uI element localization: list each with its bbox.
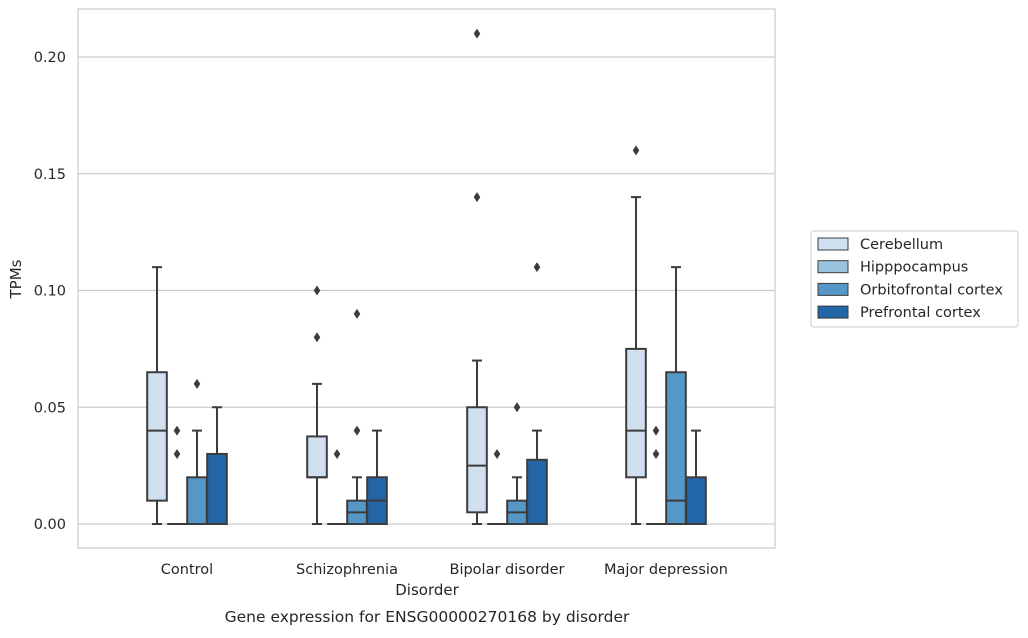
- outlier-point: [652, 425, 660, 436]
- box-group: [206, 406, 228, 526]
- legend-frame: [810, 230, 1019, 328]
- outlier-point: [313, 285, 321, 296]
- box-layer: [146, 28, 707, 526]
- x-tick-label: Major depression: [604, 562, 728, 578]
- box-group: [487, 448, 507, 525]
- outlier-point: [493, 448, 501, 459]
- legend-label: Prefrontal cortex: [860, 305, 981, 321]
- y-tick-label: 0.05: [34, 400, 66, 416]
- box-group: [665, 266, 687, 525]
- box: [685, 476, 707, 525]
- y-tick-label: 0.10: [34, 284, 66, 300]
- outlier-point: [353, 425, 361, 436]
- outlier-point: [533, 262, 541, 273]
- box-group: [685, 429, 707, 525]
- box-group: [306, 285, 328, 525]
- box-group: [366, 429, 388, 525]
- box-group: [466, 28, 488, 525]
- outlier-point: [313, 332, 321, 343]
- y-tick-label: 0.15: [34, 167, 66, 183]
- y-tick-labels: 0.00 0.05 0.10 0.15 0.20: [34, 50, 66, 533]
- box-group: [646, 425, 666, 525]
- box: [206, 452, 228, 526]
- box-group: [526, 262, 548, 526]
- box: [625, 347, 647, 479]
- outlier-point: [333, 448, 341, 459]
- legend-label: Orbitofrontal cortex: [860, 282, 1003, 298]
- box: [186, 476, 208, 525]
- outlier-point: [173, 425, 181, 436]
- outlier-point: [473, 192, 481, 203]
- outlier-point: [513, 402, 521, 413]
- outlier-point: [173, 448, 181, 459]
- y-tick-label: 0.00: [34, 517, 66, 533]
- y-tick-label: 0.20: [34, 50, 66, 66]
- box-group: [506, 402, 528, 525]
- box-group: [346, 308, 368, 525]
- legend-label: Hipppocampus: [860, 260, 968, 276]
- outlier-point: [353, 308, 361, 319]
- legend: Cerebellum Hipppocampus Orbitofrontal cort…: [810, 230, 1019, 328]
- legend-swatch: [817, 282, 849, 296]
- box: [526, 458, 548, 526]
- x-tick-label: Schizophrenia: [296, 562, 398, 578]
- legend-swatch: [817, 260, 849, 274]
- box-group: [146, 266, 168, 525]
- y-axis-label: TPMs: [7, 259, 25, 299]
- legend-label: Cerebellum: [860, 237, 943, 253]
- legend-swatch: [817, 237, 849, 251]
- outlier-point: [193, 378, 201, 389]
- chart-caption: Gene expression for ENSG00000270168 by d…: [225, 608, 630, 626]
- x-tick-label: Control: [161, 562, 213, 578]
- box: [466, 406, 488, 514]
- box-group: [186, 378, 208, 525]
- x-axis-label: Disorder: [395, 581, 459, 599]
- box-group: [167, 425, 187, 525]
- legend-swatch: [817, 305, 849, 319]
- box-group: [327, 448, 347, 525]
- outlier-point: [473, 28, 481, 39]
- x-tick-label: Bipolar disorder: [450, 562, 565, 578]
- box: [665, 371, 687, 525]
- outlier-point: [632, 145, 640, 156]
- plot-frame: [77, 8, 776, 549]
- box-group: [625, 145, 647, 525]
- box: [146, 371, 168, 502]
- x-tick-labels: Control Schizophrenia Bipolar disorder Majo…: [161, 562, 728, 578]
- outlier-point: [652, 448, 660, 459]
- legend-items: Cerebellum Hipppocampus Orbitofrontal cort…: [817, 237, 1003, 321]
- box: [306, 435, 328, 479]
